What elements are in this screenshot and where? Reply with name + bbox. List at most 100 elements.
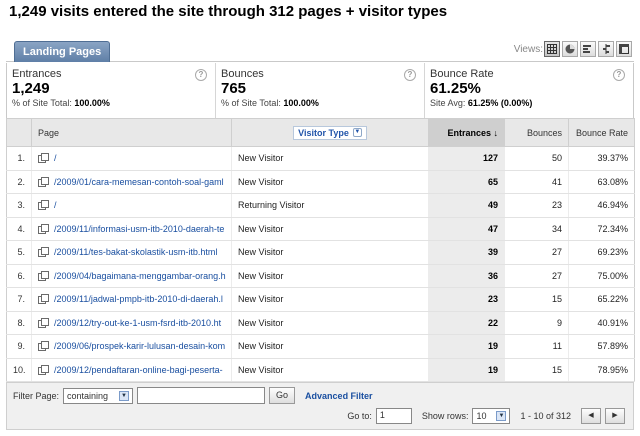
summary-value: 1,249 — [12, 80, 50, 97]
filter-input[interactable] — [137, 387, 266, 404]
summary-label: Bounces — [221, 68, 264, 80]
table-row: 5. /2009/11/tes-bakat-skolastik-usm-itb.h… — [6, 240, 635, 265]
bounce-rate-cell: 78.95% — [568, 358, 635, 382]
next-page-button[interactable]: ▶ — [605, 408, 625, 424]
page-link[interactable]: /2009/12/pendaftaran-online-bagi-peserta… — [54, 364, 223, 375]
page-cell: / — [31, 193, 232, 218]
summary-label: Entrances — [12, 68, 62, 80]
sort-down-arrow-icon: ↓ — [493, 127, 499, 138]
page-link[interactable]: /2009/04/bagaimana-menggambar-orang.h — [54, 270, 226, 281]
page-link[interactable]: /2009/11/informasi-usm-itb-2010-daerah-t… — [54, 223, 225, 234]
help-icon[interactable]: ? — [404, 69, 416, 81]
table-row: 8. /2009/12/try-out-ke-1-usm-fsrd-itb-201… — [6, 311, 635, 335]
summary-label: Bounce Rate — [430, 68, 494, 80]
entrances-cell: 65 — [428, 170, 505, 194]
bounces-cell: 41 — [504, 170, 569, 194]
bounces-cell: 15 — [504, 358, 569, 382]
open-link-icon[interactable] — [38, 270, 49, 281]
entrances-cell: 19 — [428, 334, 505, 359]
page-link[interactable]: /2009/11/jadwal-pmpb-itb-2010-di-daerah.… — [54, 294, 223, 305]
table-view-icon[interactable] — [544, 41, 560, 57]
table-row: 3. / Returning Visitor 49 23 46.94% — [6, 193, 635, 218]
filter-label: Filter Page: — [13, 390, 60, 401]
page-title: 1,249 visits entered the site through 31… — [9, 3, 448, 20]
page-link[interactable]: /2009/12/try-out-ke-1-usm-fsrd-itb-2010.… — [54, 317, 222, 328]
chevron-down-icon: ▼ — [119, 390, 130, 401]
visitor-type-dropdown[interactable]: Visitor Type ▼ — [293, 125, 367, 140]
summary-bounce-rate: Bounce Rate 61.25% Site Avg: 61.25% (0.0… — [425, 63, 633, 118]
visitor-type-cell: New Visitor — [231, 311, 429, 335]
tab-bar: Landing Pages Views: — [6, 40, 634, 62]
bounces-header[interactable]: Bounces — [504, 118, 569, 147]
goto-label: Go to: — [347, 411, 372, 421]
filter-mode-select[interactable]: containing ▼ — [63, 387, 134, 404]
visitor-type-cell: New Visitor — [231, 217, 429, 241]
go-button[interactable]: Go — [269, 387, 296, 404]
summary-entrances: Entrances 1,249 % of Site Total: 100.00%… — [7, 63, 216, 118]
open-link-icon[interactable] — [38, 247, 49, 258]
comparison-view-icon[interactable] — [598, 41, 614, 57]
help-icon[interactable]: ? — [195, 69, 207, 81]
open-link-icon[interactable] — [38, 364, 49, 375]
row-index: 6. — [6, 264, 32, 288]
visitor-type-header: Visitor Type ▼ — [231, 118, 429, 147]
show-rows-label: Show rows: — [421, 411, 469, 421]
filter-row: Filter Page: containing ▼ Go Advanced Fil… — [13, 387, 373, 404]
bounce-rate-cell: 75.00% — [568, 264, 635, 288]
pagination-range: 1 - 10 of 312 — [520, 411, 571, 421]
page-cell: / — [31, 146, 232, 171]
open-link-icon[interactable] — [38, 341, 49, 352]
page-header: Page — [31, 118, 232, 147]
open-link-icon[interactable] — [38, 200, 49, 211]
table-footer: Filter Page: containing ▼ Go Advanced Fil… — [6, 382, 634, 430]
page-cell: /2009/11/tes-bakat-skolastik-usm-itb.htm… — [31, 240, 232, 265]
entrances-cell: 39 — [428, 240, 505, 265]
entrances-cell: 22 — [428, 311, 505, 335]
index-header — [6, 118, 32, 147]
open-link-icon[interactable] — [38, 176, 49, 187]
page-link[interactable]: / — [54, 200, 57, 211]
page-cell: /2009/12/try-out-ke-1-usm-fsrd-itb-2010.… — [31, 311, 232, 335]
open-link-icon[interactable] — [38, 223, 49, 234]
bounces-cell: 15 — [504, 287, 569, 312]
goto-input[interactable]: 1 — [375, 408, 412, 424]
bounces-cell: 27 — [504, 240, 569, 265]
page-cell: /2009/11/jadwal-pmpb-itb-2010-di-daerah.… — [31, 287, 232, 312]
summary-value: 765 — [221, 80, 247, 97]
table-row: 10. /2009/12/pendaftaran-online-bagi-pese… — [6, 358, 635, 382]
pie-view-icon[interactable] — [562, 41, 578, 57]
row-index: 1. — [6, 146, 32, 171]
page-link[interactable]: /2009/06/prospek-karir-lulusan-desain-ko… — [54, 341, 226, 352]
pivot-view-icon[interactable] — [616, 41, 632, 57]
open-link-icon[interactable] — [38, 153, 49, 164]
page-link[interactable]: /2009/01/cara-memesan-contoh-soal-gaml — [54, 176, 224, 187]
summary-sub: % of Site Total: 100.00% — [12, 98, 110, 108]
page-link[interactable]: / — [54, 153, 57, 164]
visitor-type-cell: New Visitor — [231, 240, 429, 265]
performance-view-icon[interactable] — [580, 41, 596, 57]
summary-sub: Site Avg: 61.25% (0.00%) — [430, 98, 533, 108]
summary-value: 61.25% — [430, 80, 481, 97]
tab-landing-pages[interactable]: Landing Pages — [14, 41, 111, 62]
entrances-header[interactable]: Entrances ↓ — [428, 118, 505, 147]
open-link-icon[interactable] — [38, 317, 49, 328]
chevron-down-icon: ▼ — [352, 128, 362, 137]
entrances-cell: 47 — [428, 217, 505, 241]
visitor-type-cell: New Visitor — [231, 287, 429, 312]
page-cell: /2009/12/pendaftaran-online-bagi-peserta… — [31, 358, 232, 382]
help-icon[interactable]: ? — [613, 69, 625, 81]
show-rows-select[interactable]: 10 ▼ — [472, 408, 511, 424]
bounce-rate-header[interactable]: Bounce Rate — [568, 118, 635, 147]
bounces-cell: 23 — [504, 193, 569, 218]
page-cell: /2009/01/cara-memesan-contoh-soal-gaml — [31, 170, 232, 194]
table-row: 9. /2009/06/prospek-karir-lulusan-desain-… — [6, 334, 635, 359]
entrances-cell: 127 — [428, 146, 505, 171]
page-link[interactable]: /2009/11/tes-bakat-skolastik-usm-itb.htm… — [54, 247, 218, 258]
row-index: 10. — [6, 358, 32, 382]
summary-sub: % of Site Total: 100.00% — [221, 98, 319, 108]
bounce-rate-cell: 46.94% — [568, 193, 635, 218]
visitor-type-cell: New Visitor — [231, 334, 429, 359]
prev-page-button[interactable]: ◀ — [581, 408, 601, 424]
open-link-icon[interactable] — [38, 294, 49, 305]
advanced-filter-link[interactable]: Advanced Filter — [305, 390, 373, 401]
